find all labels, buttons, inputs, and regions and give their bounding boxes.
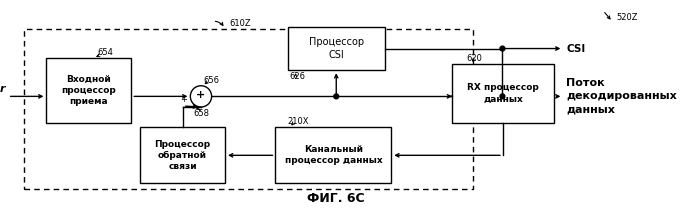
Text: 610Z: 610Z [229, 19, 251, 28]
Circle shape [334, 94, 339, 99]
Text: Канальный
процессор данных: Канальный процессор данных [284, 145, 382, 165]
Text: 654: 654 [97, 48, 113, 57]
Text: +: + [181, 95, 187, 104]
Text: Поток
декодированных
данных: Поток декодированных данных [566, 78, 677, 114]
Bar [275, 127, 391, 183]
Bar [288, 27, 385, 70]
Text: CSI: CSI [566, 43, 585, 54]
Circle shape [500, 46, 505, 51]
Text: 620: 620 [467, 54, 482, 62]
Text: RX процессор
данных: RX процессор данных [467, 83, 539, 104]
Text: 658: 658 [193, 109, 209, 118]
Bar [140, 127, 225, 183]
Text: Процессор
CSI: Процессор CSI [309, 37, 364, 60]
Circle shape [500, 94, 505, 99]
Text: +: + [197, 90, 206, 100]
Text: 626: 626 [290, 72, 306, 81]
Text: 656: 656 [204, 76, 220, 85]
Text: Процессор
обратной
связи: Процессор обратной связи [155, 140, 210, 171]
Text: 210X: 210X [287, 117, 309, 126]
Text: Входной
процессор
приема: Входной процессор приема [61, 75, 116, 106]
Bar [47, 58, 132, 123]
Bar [24, 29, 473, 189]
Circle shape [190, 86, 212, 107]
Bar [452, 64, 553, 123]
Text: 520Z: 520Z [616, 13, 638, 22]
Text: r: r [0, 85, 5, 94]
Text: ФИГ. 6С: ФИГ. 6С [307, 192, 365, 205]
